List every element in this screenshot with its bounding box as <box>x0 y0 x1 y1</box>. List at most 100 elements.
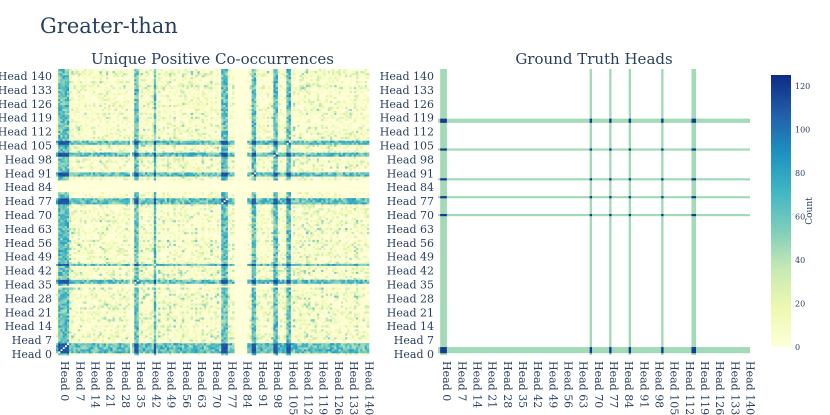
heatmap-cell <box>223 267 226 270</box>
heatmap-cell <box>273 319 276 322</box>
heatmap-cell <box>105 347 109 350</box>
heatmap-cell <box>90 353 94 356</box>
heatmap-cell <box>116 345 120 348</box>
heatmap-cell <box>79 253 83 256</box>
heatmap-cell <box>271 313 274 316</box>
heatmap-cell <box>336 347 339 350</box>
heatmap-cell <box>116 303 120 306</box>
heatmap-cell <box>345 279 348 282</box>
heatmap-cell <box>188 345 192 348</box>
heatmap-cell <box>192 265 196 268</box>
heatmap-cell <box>101 269 105 272</box>
heatmap-cell <box>303 331 307 334</box>
heatmap-cell <box>358 295 361 298</box>
heatmap-cell <box>308 271 311 274</box>
heatmap-cell <box>82 307 85 310</box>
heatmap-cell <box>253 257 257 260</box>
heatmap-cell <box>319 309 322 312</box>
heatmap-cell <box>114 349 118 352</box>
heatmap-cell <box>136 307 139 310</box>
heatmap-cell <box>188 343 192 346</box>
heatmap-cell <box>188 305 192 308</box>
heatmap-cell <box>75 263 79 266</box>
heatmap-cell <box>136 323 139 326</box>
heatmap-cell <box>275 263 278 266</box>
heatmap-cell <box>197 255 200 258</box>
heatmap-cell <box>321 325 324 328</box>
heatmap-cell <box>366 317 370 320</box>
heatmap-cell <box>162 299 165 302</box>
heatmap-cell <box>199 329 202 332</box>
heatmap-cell <box>325 345 328 348</box>
heatmap-cell <box>297 293 300 296</box>
heatmap-cell <box>175 347 179 350</box>
heatmap-cell <box>114 315 118 318</box>
heatmap-cell <box>147 345 150 348</box>
heatmap-cell <box>345 273 348 276</box>
heatmap-cell <box>219 349 222 352</box>
heatmap-cell <box>140 317 144 320</box>
heatmap-cell <box>319 311 322 314</box>
heatmap-cell <box>121 327 124 330</box>
heatmap-cell <box>275 347 278 350</box>
heatmap-cell <box>308 331 311 334</box>
heatmap-cell <box>166 275 170 278</box>
heatmap-cell <box>260 261 263 264</box>
heatmap-cell <box>140 331 144 334</box>
heatmap-cell <box>349 315 352 318</box>
heatmap-cell <box>310 329 313 332</box>
heatmap-cell <box>266 309 270 312</box>
heatmap-cell <box>221 277 224 280</box>
heatmap-cell <box>127 261 131 264</box>
heatmap-cell <box>151 279 155 282</box>
heatmap-cell <box>203 299 207 302</box>
heatmap-cell <box>351 273 355 276</box>
heatmap-cell <box>253 347 257 350</box>
heatmap-cell <box>312 291 315 294</box>
heatmap-cell <box>232 259 235 262</box>
heatmap-cell <box>62 341 65 344</box>
heatmap-cell <box>364 337 368 340</box>
heatmap-cell <box>56 301 59 304</box>
heatmap-cell <box>308 293 311 296</box>
heatmap-cell <box>266 253 270 256</box>
heatmap-cell <box>62 339 65 342</box>
heatmap-cell <box>203 321 207 324</box>
heatmap-cell <box>284 251 287 255</box>
heatmap-cell <box>177 343 181 346</box>
heatmap-cell <box>182 281 185 284</box>
heatmap-cell <box>358 263 361 266</box>
heatmap-cell <box>103 297 107 300</box>
heatmap-cell <box>147 263 150 266</box>
heatmap-cell <box>169 325 172 328</box>
heatmap-cell <box>147 321 150 324</box>
heatmap-cell <box>121 329 124 332</box>
heatmap-cell <box>138 333 142 336</box>
heatmap-cell <box>140 325 144 328</box>
heatmap-cell <box>119 347 122 350</box>
heatmap-cell <box>127 257 131 260</box>
heatmap-cell <box>312 299 315 302</box>
heatmap-cell <box>110 287 113 290</box>
heatmap-cell <box>253 345 257 348</box>
heatmap-cell <box>186 303 189 306</box>
heatmap-cell <box>321 253 324 256</box>
heatmap-cell <box>158 295 161 298</box>
heatmap-cell <box>158 349 161 352</box>
heatmap-cell <box>364 349 368 352</box>
heatmap-cell <box>95 351 98 354</box>
heatmap-cell <box>223 295 226 298</box>
heatmap-cell <box>221 287 224 290</box>
heatmap-cell <box>169 303 172 306</box>
heatmap-cell <box>182 325 185 328</box>
heatmap-cell <box>60 293 63 296</box>
heatmap-cell <box>301 349 305 352</box>
heatmap-cell <box>205 271 209 274</box>
heatmap-cell <box>212 283 215 286</box>
heatmap-cell <box>105 295 109 298</box>
heatmap-cell <box>353 299 357 302</box>
heatmap-cell <box>251 315 255 318</box>
heatmap-cell <box>101 281 105 284</box>
heatmap-cell <box>262 301 265 304</box>
heatmap-cell <box>134 289 137 292</box>
